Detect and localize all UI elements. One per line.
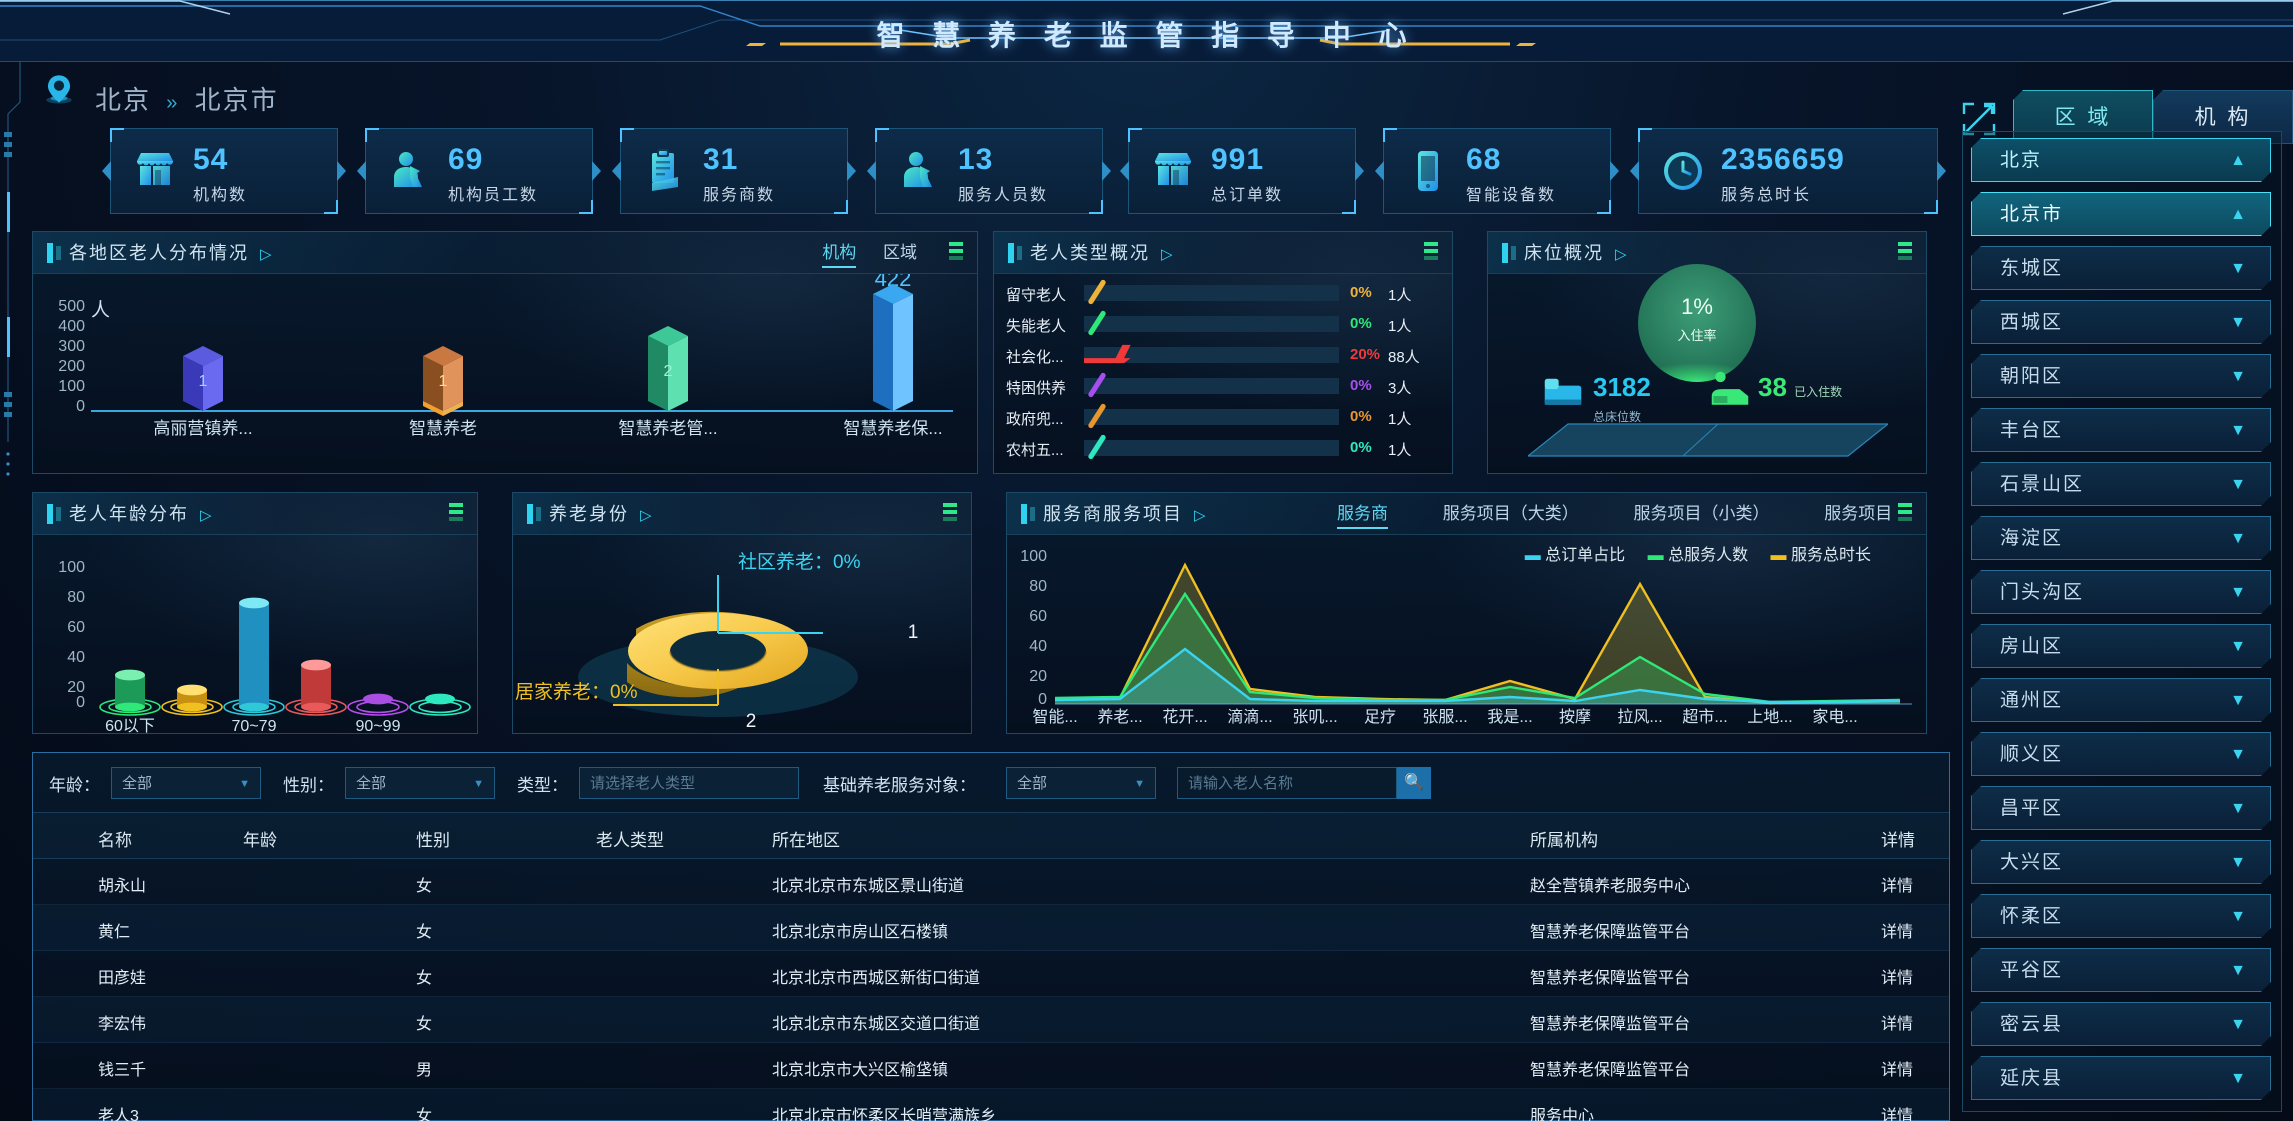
svg-text:100: 100 [1020,548,1047,565]
svg-text:60: 60 [1029,608,1047,625]
svg-text:人: 人 [91,299,110,321]
svg-text:400: 400 [58,318,85,335]
svg-text:智能...: 智能... [1032,708,1077,726]
svg-text:我是...: 我是... [1487,708,1532,726]
svg-text:90~99: 90~99 [356,718,401,734]
svg-text:100: 100 [58,378,85,395]
svg-text:1: 1 [908,622,919,643]
svg-text:2: 2 [746,711,757,732]
svg-text:300: 300 [58,338,85,355]
svg-text:上地...: 上地... [1747,708,1792,726]
svg-text:滴滴...: 滴滴... [1227,708,1272,726]
svg-text:2: 2 [664,363,673,380]
svg-text:高丽营镇养...: 高丽营镇养... [153,419,252,438]
svg-text:张服...: 张服... [1422,708,1467,726]
svg-text:20: 20 [1029,668,1047,685]
svg-text:60以下: 60以下 [105,718,155,734]
svg-text:拉风...: 拉风... [1617,708,1662,726]
svg-text:养老...: 养老... [1097,708,1142,726]
svg-text:0: 0 [1038,691,1047,708]
svg-text:智慧养老保...: 智慧养老保... [843,419,942,438]
svg-text:智慧养老: 智慧养老 [409,419,477,438]
svg-text:100: 100 [58,559,85,576]
svg-text:1: 1 [439,373,448,390]
svg-text:足疗: 足疗 [1364,708,1396,726]
svg-text:40: 40 [67,649,85,666]
svg-text:0: 0 [76,398,85,415]
svg-text:0: 0 [76,694,85,711]
svg-text:张叽...: 张叽... [1292,708,1337,726]
svg-text:居家养老：0%: 居家养老：0% [515,681,638,703]
svg-text:200: 200 [58,358,85,375]
svg-text:超市...: 超市... [1682,708,1727,726]
svg-text:80: 80 [1029,578,1047,595]
svg-text:500: 500 [58,298,85,315]
svg-text:家电...: 家电... [1812,708,1857,726]
svg-text:智慧养老管...: 智慧养老管... [618,419,717,438]
svg-text:按摩: 按摩 [1559,708,1591,726]
svg-text:80: 80 [67,589,85,606]
svg-text:社区养老：0%: 社区养老：0% [738,551,861,573]
svg-text:60: 60 [67,619,85,636]
svg-text:花开...: 花开... [1162,708,1207,726]
svg-text:40: 40 [1029,638,1047,655]
svg-text:70~79: 70~79 [232,718,277,734]
svg-text:1: 1 [199,373,208,390]
